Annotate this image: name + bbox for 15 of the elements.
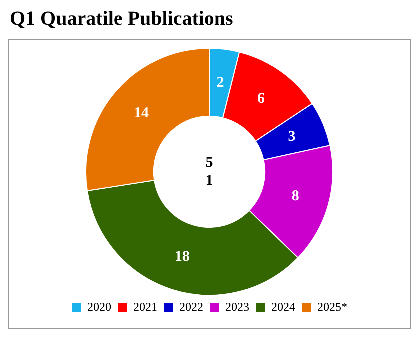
legend-label: 2022 [180,300,204,314]
data-label: 8 [292,188,300,204]
legend-label: 2023 [226,300,250,314]
legend-label: 2024 [272,300,296,314]
chart-title: Q1 Quaratile Publications [10,8,234,31]
text: 1 [206,172,214,189]
legend-label: 2025* [318,300,348,314]
data-label: 18 [174,249,190,266]
legend-label: 2021 [134,300,158,314]
data-label: 6 [257,90,266,107]
legend-label: 2020 [88,300,112,314]
data-label: 3 [288,128,296,145]
data-label: 2 [216,75,224,92]
data-label: 14 [134,106,150,122]
text: 5 [206,154,214,171]
